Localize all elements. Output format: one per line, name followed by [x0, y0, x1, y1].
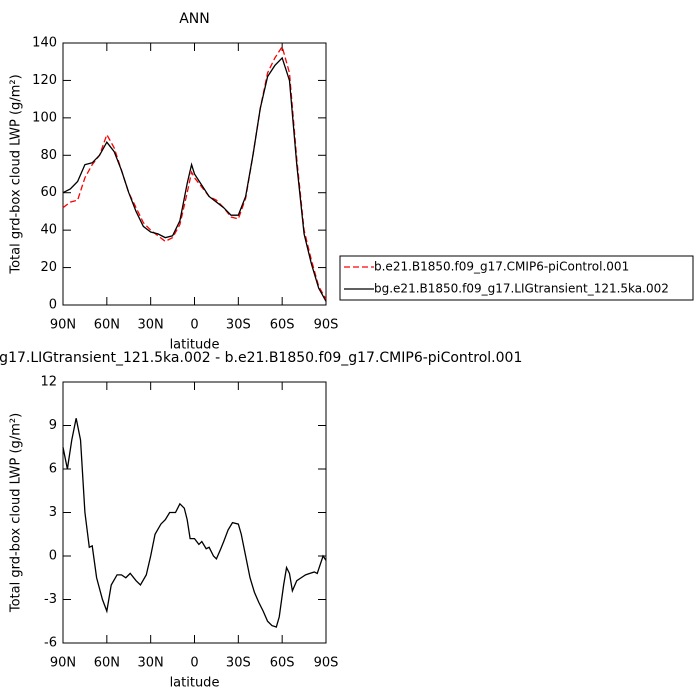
- x-axis-label: latitude: [170, 338, 220, 353]
- y-tick-label: 3: [49, 505, 57, 520]
- line-series: [62, 56, 327, 302]
- plot-frame: [62, 42, 327, 306]
- y-tick-label: -6: [44, 636, 57, 651]
- x-tick-label: 30S: [226, 656, 251, 671]
- x-tick-label: 90S: [314, 656, 339, 671]
- chart-title: bg.e21.B1850.f09_g17.LIGtransient_121.5k…: [0, 350, 522, 366]
- x-axis-label: latitude: [170, 676, 220, 691]
- y-tick-label: 80: [40, 148, 57, 163]
- x-tick-label: 60N: [94, 318, 120, 333]
- line-series: [62, 418, 327, 628]
- legend-label: bg.e21.B1850.f09_g17.LIGtransient_121.5k…: [374, 282, 669, 296]
- y-tick-label: 12: [40, 375, 57, 390]
- line-series: [62, 45, 327, 300]
- y-tick-label: 60: [40, 185, 57, 200]
- x-tick-label: 90N: [50, 656, 76, 671]
- y-tick-label: 0: [49, 298, 57, 313]
- plot-frame: [62, 381, 327, 644]
- y-tick-label: 140: [32, 36, 57, 51]
- y-tick-label: 40: [40, 223, 57, 238]
- y-tick-label: 100: [32, 110, 57, 125]
- chart-title: ANN: [179, 11, 210, 27]
- y-tick-label: -3: [44, 592, 57, 607]
- y-tick-label: 20: [40, 260, 57, 275]
- x-tick-label: 0: [190, 318, 198, 333]
- y-tick-label: 0: [49, 549, 57, 564]
- x-tick-label: 90S: [314, 318, 339, 333]
- x-tick-label: 30S: [226, 318, 251, 333]
- x-tick-label: 60S: [270, 656, 295, 671]
- x-tick-label: 0: [190, 656, 198, 671]
- y-tick-label: 120: [32, 73, 57, 88]
- x-tick-label: 30N: [138, 656, 164, 671]
- legend-label: b.e21.B1850.f09_g17.CMIP6-piControl.001: [374, 260, 629, 274]
- y-axis-label: Total grd-box cloud LWP (g/m²): [9, 413, 24, 613]
- legend-box: [339, 255, 694, 301]
- x-tick-label: 90N: [50, 318, 76, 333]
- y-axis-label: Total grd-box cloud LWP (g/m²): [9, 74, 24, 274]
- y-tick-label: 9: [49, 418, 57, 433]
- x-tick-label: 60S: [270, 318, 295, 333]
- x-tick-label: 60N: [94, 656, 120, 671]
- y-tick-label: 6: [49, 462, 57, 477]
- x-tick-label: 30N: [138, 318, 164, 333]
